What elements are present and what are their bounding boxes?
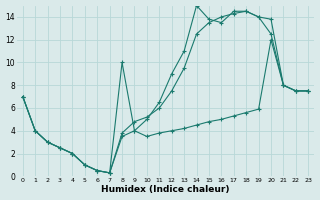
X-axis label: Humidex (Indice chaleur): Humidex (Indice chaleur) (101, 185, 230, 194)
